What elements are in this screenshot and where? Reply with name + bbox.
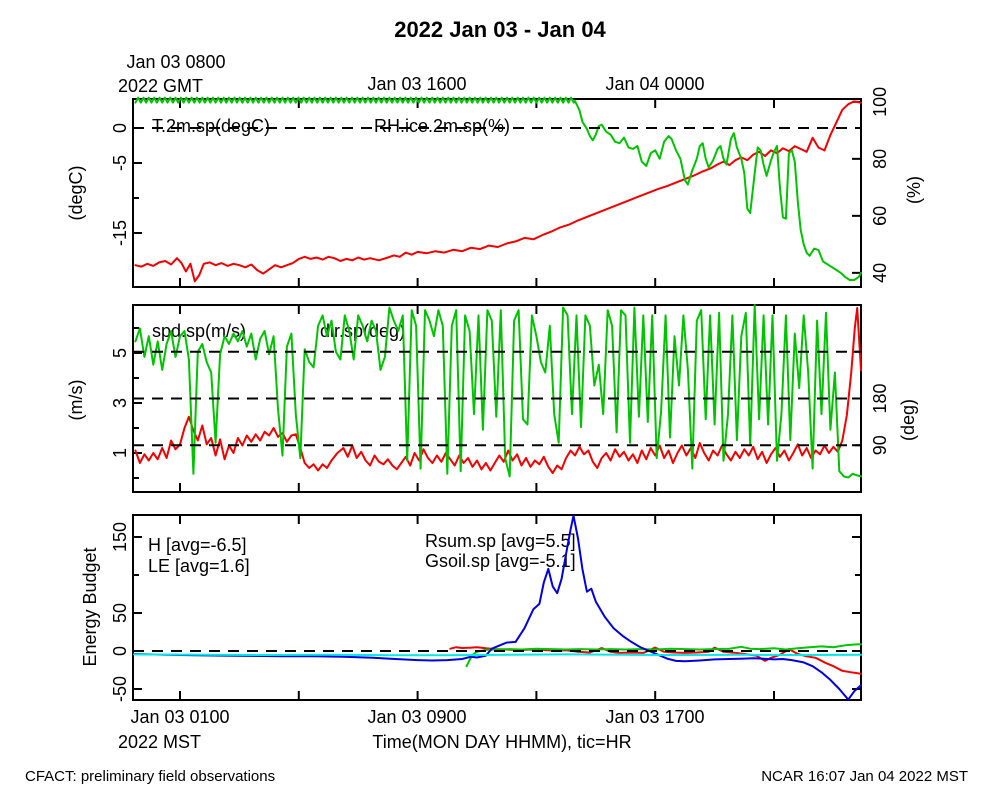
footer-right: NCAR 16:07 Jan 04 2022 MST xyxy=(761,768,968,785)
time-axis-title: Time(MON DAY HHMM), tic=HR xyxy=(372,732,631,752)
bottom-axis-label-1700: Jan 03 1700 xyxy=(605,707,704,727)
direction-series-label: dir.sp(deg) xyxy=(320,321,405,341)
top-axis-label-1600: Jan 03 1600 xyxy=(367,74,466,94)
series-spd.sp(m/s) xyxy=(134,307,862,474)
speed-series-label: spd.sp(m/s) xyxy=(152,321,246,341)
top-axis-timezone: 2022 GMT xyxy=(118,76,203,96)
top-axis-label-0000: Jan 04 0000 xyxy=(605,74,704,94)
tick-label: 90 xyxy=(870,435,890,455)
tick-label: 180 xyxy=(870,383,890,413)
series-Rsum.sp xyxy=(133,514,862,701)
bottom-axis-label-0900: Jan 03 0900 xyxy=(367,707,466,727)
footer-left: CFACT: preliminary field observations xyxy=(25,768,275,785)
panel-frame xyxy=(132,514,862,701)
temp-series-label: T.2m.sp(degC) xyxy=(152,116,270,136)
legend-gsoil: Gsoil.sp [avg=-5.1] xyxy=(425,551,576,571)
tick-label: 80 xyxy=(870,149,890,169)
degc-axis-title: (degC) xyxy=(66,165,86,220)
series-LE xyxy=(465,643,862,668)
tick-label: 0 xyxy=(110,646,130,656)
energy-axis-title: Energy Budget xyxy=(80,547,100,666)
tick-label: 5 xyxy=(110,348,130,358)
deg-axis-title: (deg) xyxy=(898,399,918,441)
series-dir.sp(deg) xyxy=(134,304,862,479)
tick-label: 1 xyxy=(110,448,130,458)
tick-label: -5 xyxy=(110,155,130,171)
plot-title: 2022 Jan 03 - Jan 04 xyxy=(394,17,606,42)
tick-label: -50 xyxy=(110,676,130,702)
tick-label: 50 xyxy=(110,603,130,623)
rh-series-label: RH.ice.2m.sp(%) xyxy=(374,116,510,136)
series-Gsoil.sp xyxy=(133,653,862,657)
top-axis-label-0800: Jan 03 0800 xyxy=(126,52,225,72)
percent-axis-title: (%) xyxy=(904,176,924,204)
chart-layer: 0 -5 -15 100 80 60 40 5 3 1 180 90 150 50 0 -50 xyxy=(110,87,890,702)
ms-axis-title: (m/s) xyxy=(66,380,86,421)
legend-le: LE [avg=1.6] xyxy=(148,556,250,576)
tick-label: 150 xyxy=(110,522,130,552)
tick-label: -15 xyxy=(110,220,130,246)
bottom-axis-timezone: 2022 MST xyxy=(118,732,201,752)
series-RH.ice.2m.sp(%) xyxy=(134,96,862,281)
legend-rsum: Rsum.sp [avg=5.5] xyxy=(425,531,576,551)
tick-label: 40 xyxy=(870,263,890,283)
tick-label: 0 xyxy=(110,123,130,133)
legend-h: H [avg=-6.5] xyxy=(148,535,247,555)
series-T.2m.sp(degC) xyxy=(134,100,862,283)
bottom-axis-label-0100: Jan 03 0100 xyxy=(130,707,229,727)
tick-label: 100 xyxy=(870,87,890,117)
tick-label: 3 xyxy=(110,398,130,408)
tick-label: 60 xyxy=(870,206,890,226)
